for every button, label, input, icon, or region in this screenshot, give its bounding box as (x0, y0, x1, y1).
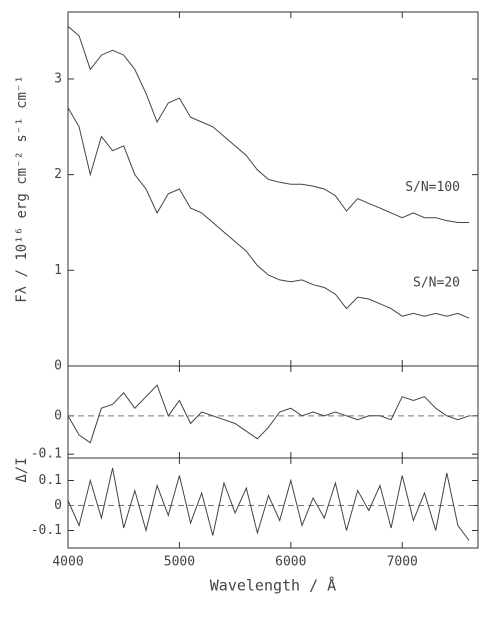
y-tick-label: 1 (54, 263, 62, 278)
x-tick-label: 6000 (275, 555, 306, 570)
x-tick-label: 5000 (164, 555, 195, 570)
y-tick-label: -0.1 (31, 447, 62, 462)
y-tick-label: 2 (54, 167, 62, 182)
y-tick-label: 0.1 (39, 473, 62, 488)
y-tick-label: 0 (54, 408, 62, 423)
spectrum-line (67, 467, 470, 541)
y-axis-label: Fλ / 10¹⁶ erg cm⁻² s⁻¹ cm⁻¹ (14, 75, 30, 303)
y-tick-label: -0.1 (31, 523, 62, 538)
y-tick-label: 3 (54, 71, 62, 86)
panel-frame (67, 365, 479, 459)
y-tick-label: 0 (54, 498, 62, 513)
spectrum-line (67, 26, 470, 223)
spectrum-line (67, 107, 470, 319)
panel-frame (67, 457, 479, 549)
series-label: S/N=20 (413, 276, 460, 291)
series-label: S/N=100 (405, 180, 460, 195)
x-tick-label: 7000 (387, 555, 418, 570)
y-tick-label: 0 (54, 359, 62, 374)
x-tick-label: 4000 (52, 555, 83, 570)
x-axis-label: Wavelength / Å (210, 576, 336, 595)
y-axis-label: Δ/I (14, 457, 30, 482)
spectrum-line (67, 384, 470, 444)
